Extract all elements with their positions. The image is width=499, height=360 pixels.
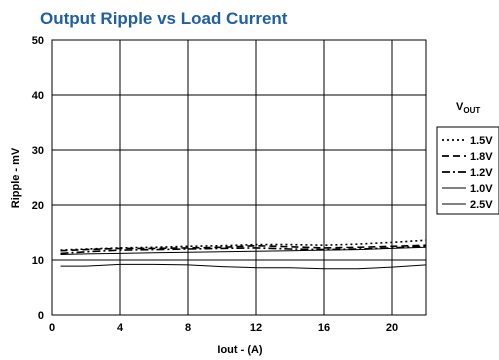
series-lines — [60, 239, 427, 270]
legend-label: 1.0V — [470, 183, 493, 195]
y-tick-label: 30 — [32, 145, 44, 157]
legend-label: 2.5V — [470, 199, 493, 211]
chart-title: Output Ripple vs Load Current — [40, 9, 288, 28]
y-axis-label: Ripple - mV — [10, 147, 22, 208]
y-tick-label: 50 — [32, 35, 44, 47]
legend-items: 1.5V 1.8V 1.2V 1.0V 2.5V — [442, 135, 493, 211]
x-tick-label: 12 — [250, 322, 262, 334]
legend-box — [436, 126, 499, 215]
y-tick-label: 20 — [32, 200, 44, 212]
x-tick-label: 4 — [117, 322, 124, 334]
y-tick-label: 10 — [32, 255, 44, 267]
series-line-1-2v — [60, 245, 427, 255]
y-tick-labels: 0 10 20 30 40 50 — [32, 35, 44, 322]
series-line-1-8v — [60, 244, 427, 252]
legend-label: 1.2V — [470, 167, 493, 179]
legend: VOUT 1.5V 1.8V 1.2V 1.0V 2.5V — [436, 101, 499, 215]
x-axis-label: Iout - (A) — [217, 344, 263, 356]
x-tick-label: 0 — [49, 322, 55, 334]
y-tick-label: 0 — [38, 310, 44, 322]
x-tick-label: 20 — [386, 322, 398, 334]
x-tick-label: 8 — [185, 322, 191, 334]
series-line-2-5v — [60, 263, 427, 270]
grid — [51, 39, 426, 316]
legend-title-main: V — [456, 101, 464, 113]
legend-label: 1.8V — [470, 151, 493, 163]
legend-title: VOUT — [456, 101, 480, 115]
plot-frame — [51, 39, 427, 316]
x-tick-labels: 0 4 8 12 16 20 — [49, 322, 398, 334]
legend-label: 1.5V — [470, 135, 493, 147]
legend-title-sub: OUT — [463, 106, 480, 115]
x-tick-label: 16 — [318, 322, 330, 334]
series-line-1-0v — [60, 246, 427, 255]
y-tick-label: 40 — [32, 90, 44, 102]
